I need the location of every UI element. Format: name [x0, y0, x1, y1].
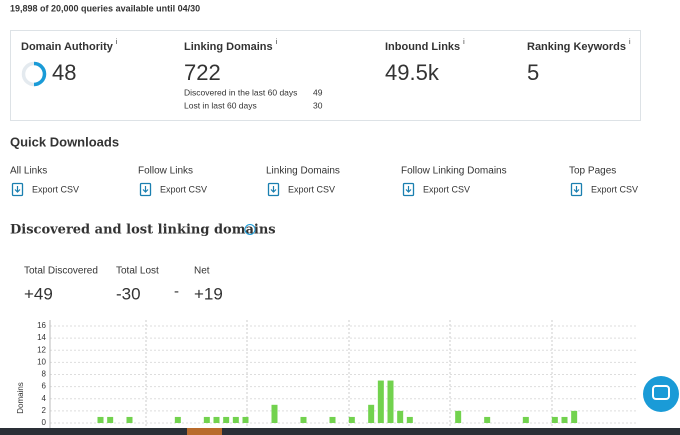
bar	[213, 416, 220, 423]
metric-detail-value: 30	[313, 100, 323, 110]
bar	[406, 416, 413, 423]
y-tick-label: 10	[37, 357, 46, 366]
stat-value: +19	[194, 284, 223, 303]
export-link[interactable]: Export CSV	[591, 184, 638, 194]
stat-label: Net	[194, 266, 210, 277]
download-arrow	[405, 186, 412, 193]
bar	[107, 416, 114, 423]
bar	[455, 410, 462, 423]
taskbar	[0, 428, 680, 435]
bar	[551, 416, 558, 423]
y-tick-label: 4	[42, 394, 47, 403]
download-icon[interactable]	[139, 182, 152, 197]
info-icon: i	[629, 39, 631, 46]
download-arrow	[270, 186, 277, 193]
download-icon[interactable]	[267, 182, 280, 197]
bar	[561, 416, 568, 423]
stat-label: Total Lost	[116, 266, 159, 277]
metric-detail-label: Lost in last 60 days	[184, 100, 257, 110]
metric-label: Inbound Links	[385, 41, 460, 53]
stat-label: Total Discovered	[24, 266, 98, 277]
metric-label: Linking Domains	[184, 41, 273, 53]
metric-value: 49.5k	[385, 60, 440, 85]
metric-value: 48	[52, 60, 76, 85]
download-icon[interactable]	[402, 182, 415, 197]
export-link[interactable]: Export CSV	[423, 184, 470, 194]
taskbar-item[interactable]	[187, 428, 222, 435]
section-title: Discovered and lost linking domains	[10, 223, 276, 238]
stat-value: +49	[24, 284, 53, 303]
bar	[271, 404, 278, 423]
metric-value: 5	[527, 60, 539, 85]
bar	[126, 416, 133, 423]
quota: 19,898 of 20,000 queries available until…	[10, 3, 200, 13]
y-tick-label: 0	[42, 418, 47, 427]
export-link[interactable]: Export CSV	[160, 184, 207, 194]
help-icon[interactable]	[244, 224, 256, 235]
download-icon[interactable]	[11, 182, 24, 197]
download-label: Follow Linking Domains	[401, 166, 507, 177]
bar	[484, 416, 491, 423]
bar	[397, 410, 404, 423]
chat-button[interactable]	[643, 376, 679, 412]
metric-value: 722	[184, 60, 221, 85]
download-label: Top Pages	[569, 166, 616, 177]
bar	[97, 416, 104, 423]
chat-icon	[652, 385, 670, 400]
download-label: All Links	[10, 166, 47, 177]
bar	[174, 416, 181, 423]
y-tick-label: 8	[42, 370, 47, 379]
bar	[203, 416, 210, 423]
info-icon: i	[463, 39, 465, 46]
bar	[329, 416, 336, 423]
metric-detail-label: Discovered in the last 60 days	[184, 87, 297, 97]
y-tick-label: 14	[37, 333, 46, 342]
bar	[387, 380, 394, 423]
export-link[interactable]: Export CSV	[288, 184, 335, 194]
download-arrow	[573, 186, 580, 193]
section-title: Quick Downloads	[10, 134, 119, 149]
bar	[571, 410, 578, 423]
metric-detail-value: 49	[313, 87, 323, 97]
info-icon: i	[276, 39, 278, 46]
bar	[348, 416, 355, 423]
bar	[223, 416, 230, 423]
y-axis-title: Domains	[16, 382, 25, 414]
download-label: Follow Links	[138, 166, 193, 177]
metric-label: Ranking Keywords	[527, 41, 626, 53]
download-arrow	[14, 186, 21, 193]
download-arrow	[142, 186, 149, 193]
bar	[522, 416, 529, 423]
bar	[377, 380, 384, 423]
separator: -	[174, 283, 179, 300]
metric-label: Domain Authority	[21, 41, 114, 53]
bar	[242, 416, 249, 423]
bar	[300, 416, 307, 423]
y-tick-label: 6	[42, 382, 47, 391]
y-tick-label: 16	[37, 321, 46, 330]
info-icon: i	[116, 39, 118, 46]
y-tick-label: 12	[37, 345, 46, 354]
authority-ring	[33, 61, 47, 87]
y-tick-label: 2	[42, 406, 47, 415]
stat-value: -30	[116, 284, 141, 303]
bar	[368, 404, 375, 423]
bar	[232, 416, 239, 423]
export-link[interactable]: Export CSV	[32, 184, 79, 194]
download-label: Linking Domains	[266, 166, 340, 177]
metrics-card	[10, 30, 641, 121]
download-icon[interactable]	[570, 182, 583, 197]
